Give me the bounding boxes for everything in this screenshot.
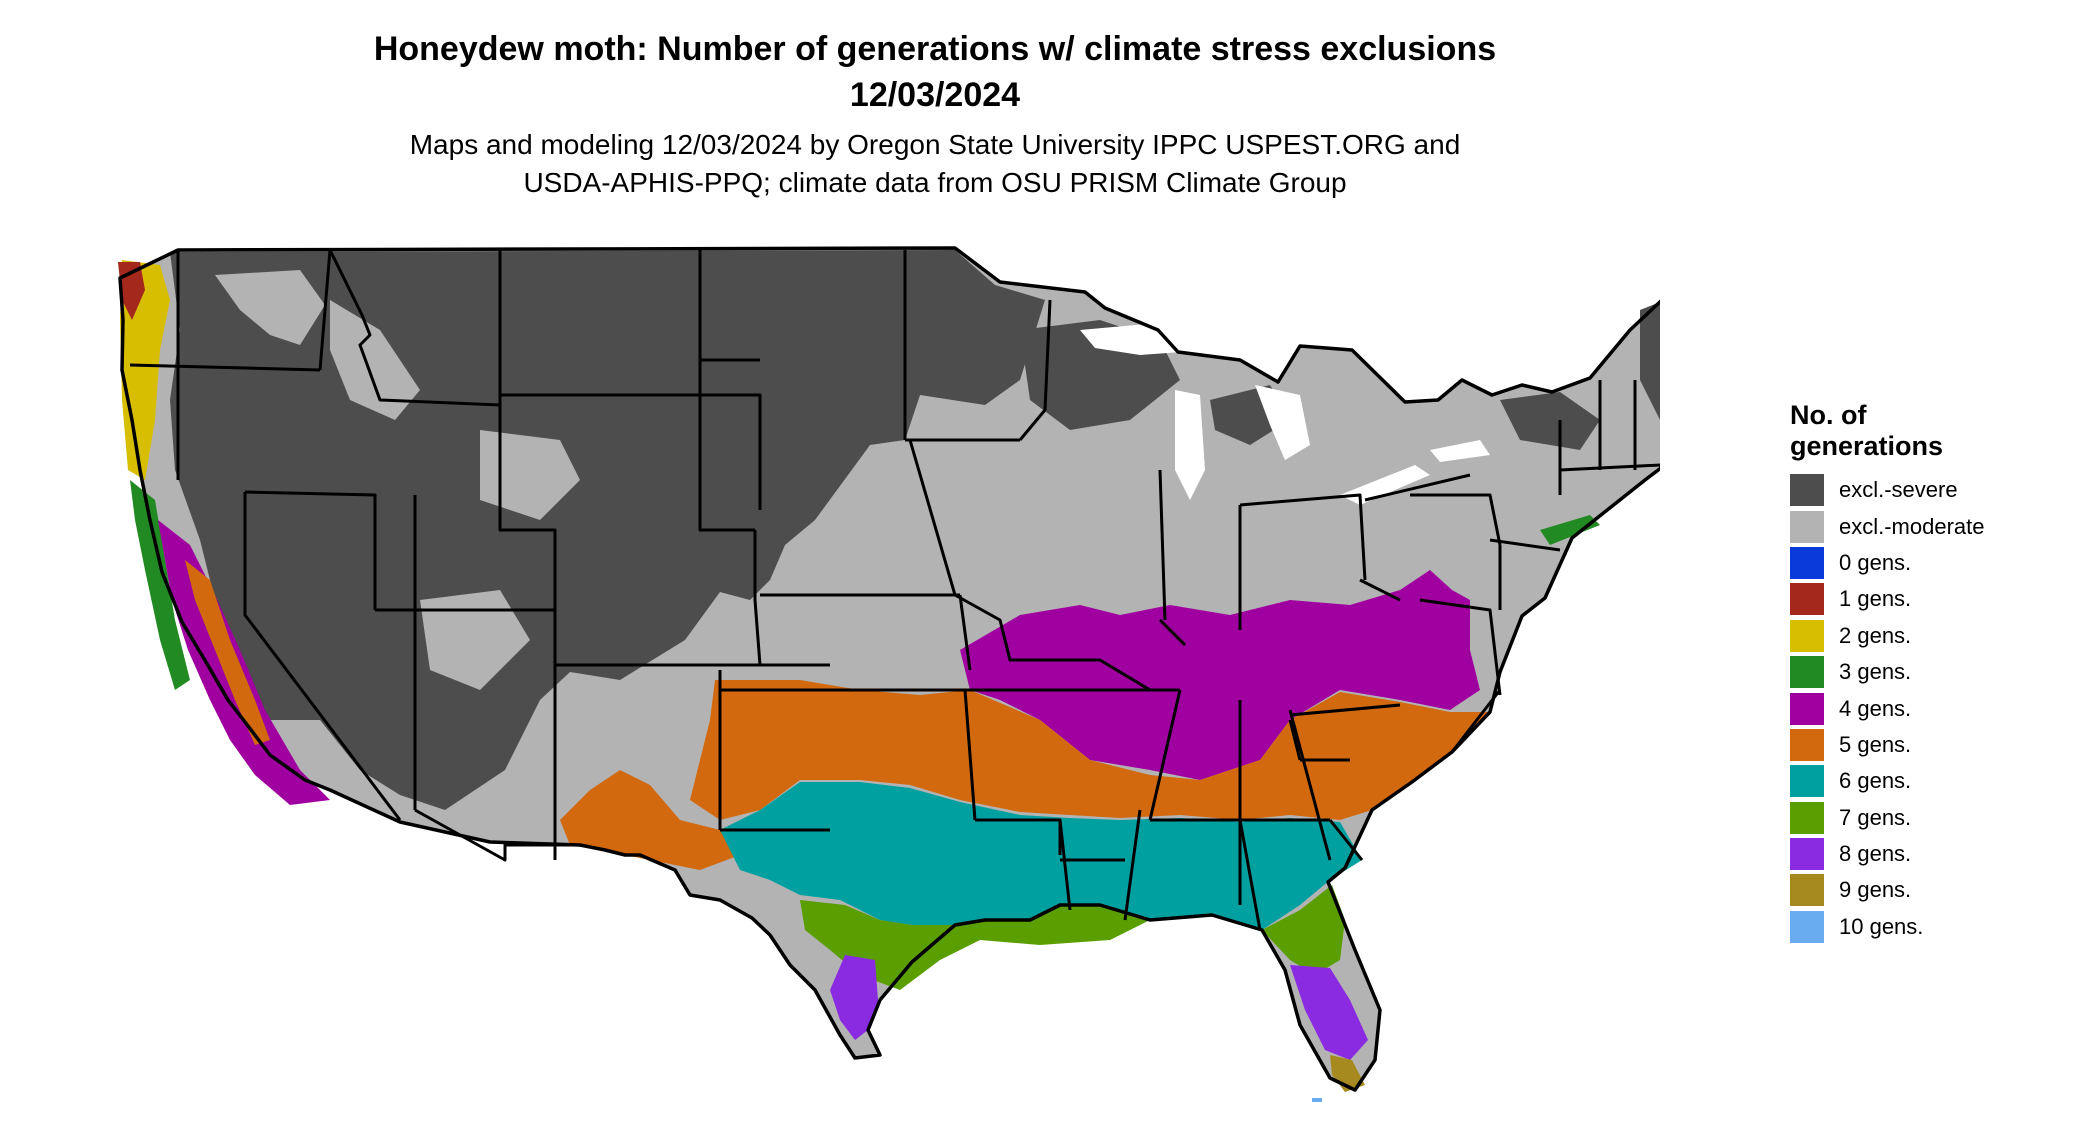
lake-erie	[1340, 465, 1430, 505]
map-title-line1: Honeydew moth: Number of generations w/ …	[373, 30, 1497, 68]
legend-label: 1 gens.	[1839, 586, 1912, 612]
region-excl-severe-nny	[1500, 392, 1600, 450]
legend-swatch	[1790, 583, 1824, 616]
legend-title-line2: generations	[1790, 431, 1944, 461]
legend-label: 2 gens.	[1839, 622, 1912, 648]
region-3-gens-coast	[130, 480, 190, 690]
region-7-gens-gulf	[800, 900, 1150, 990]
state-borders-plains	[720, 250, 1332, 921]
region-excl-moderate-patch-ne	[830, 470, 930, 560]
legend: No. of generations excl.-severe excl.-mod…	[1790, 400, 1985, 945]
legend-item: 2 gens.	[1790, 618, 1985, 654]
region-8-gens-texas	[830, 955, 878, 1040]
country-outline	[118, 246, 1660, 1092]
legend-swatch	[1790, 546, 1824, 579]
legend-item: 7 gens.	[1790, 800, 1985, 836]
region-excl-moderate-patch-nw	[215, 270, 325, 345]
lake-huron	[1255, 385, 1310, 460]
lake-michigan	[1175, 390, 1205, 500]
state-borders	[129, 249, 1660, 931]
legend-label: excl.-severe	[1839, 477, 1958, 503]
region-5-gens-band	[690, 680, 1490, 820]
legend-label: 0 gens.	[1839, 549, 1912, 575]
map-subtitle-line1: Maps and modeling 12/03/2024 by Oregon S…	[409, 129, 1461, 160]
region-5-gens-california	[185, 560, 270, 745]
map-title-date: 12/03/2024	[849, 76, 1021, 114]
legend-swatch	[1790, 656, 1824, 689]
region-6-gens-band	[720, 782, 1362, 930]
state-borders-midwest	[1158, 380, 1660, 753]
region-5-gens-nm-tx	[560, 770, 740, 870]
state-borders-western	[129, 249, 972, 862]
region-excl-moderate-patch-ut	[420, 590, 530, 690]
legend-title-line1: No. of	[1790, 400, 1867, 430]
region-7-gens-florida	[1262, 885, 1345, 975]
legend-label: 6 gens.	[1839, 768, 1912, 794]
region-excl-moderate-patch-wy	[480, 430, 580, 520]
legend-item: 10 gens.	[1790, 909, 1985, 945]
region-4-gens-band	[960, 570, 1480, 780]
map-title: Honeydew moth: Number of generations w/ …	[0, 26, 1870, 118]
legend-title: No. of generations	[1790, 400, 1985, 462]
legend-item: 4 gens.	[1790, 690, 1985, 726]
lake-ontario	[1430, 440, 1490, 462]
legend-swatch	[1790, 838, 1824, 871]
legend-item: 5 gens.	[1790, 727, 1985, 763]
state-borders-south	[1060, 703, 1401, 931]
legend-swatch	[1790, 692, 1824, 725]
us-generations-map	[118, 246, 1660, 1102]
legend-swatch	[1790, 801, 1824, 834]
legend-item: 1 gens.	[1790, 581, 1985, 617]
legend-label: 5 gens.	[1839, 731, 1912, 757]
legend-swatch	[1790, 765, 1824, 798]
legend-swatch	[1790, 874, 1824, 907]
region-excl-severe-maine	[1640, 302, 1660, 420]
region-3-gens-long-island	[1540, 515, 1600, 545]
legend-swatch	[1790, 474, 1824, 507]
legend-label: 10 gens.	[1839, 913, 1924, 939]
legend-item: 9 gens.	[1790, 872, 1985, 908]
legend-label: 7 gens.	[1839, 804, 1912, 830]
legend-item: excl.-moderate	[1790, 508, 1985, 544]
legend-label: 4 gens.	[1839, 695, 1912, 721]
legend-label: 8 gens.	[1839, 841, 1912, 867]
legend-label: excl.-moderate	[1839, 513, 1985, 539]
legend-label: 3 gens.	[1839, 659, 1912, 685]
legend-item: 0 gens.	[1790, 545, 1985, 581]
lake-superior	[1080, 322, 1240, 355]
legend-entries: excl.-severe excl.-moderate 0 gens. 1 gens.…	[1790, 472, 1985, 945]
map-subtitle-line2: USDA-APHIS-PPQ; climate data from OSU PR…	[523, 167, 1347, 198]
region-8-gens-florida	[1290, 965, 1368, 1060]
legend-swatch	[1790, 910, 1824, 943]
legend-item: 8 gens.	[1790, 836, 1985, 872]
legend-item: 6 gens.	[1790, 763, 1985, 799]
legend-item: 3 gens.	[1790, 654, 1985, 690]
legend-swatch	[1790, 619, 1824, 652]
region-excl-moderate-patch-id	[330, 300, 420, 420]
legend-swatch	[1790, 510, 1824, 543]
map-subtitle: Maps and modeling 12/03/2024 by Oregon S…	[0, 126, 1870, 202]
legend-swatch	[1790, 728, 1824, 761]
legend-label: 9 gens.	[1839, 877, 1912, 903]
legend-item: excl.-severe	[1790, 472, 1985, 508]
region-10-gens-florida-keys	[1312, 1098, 1322, 1102]
